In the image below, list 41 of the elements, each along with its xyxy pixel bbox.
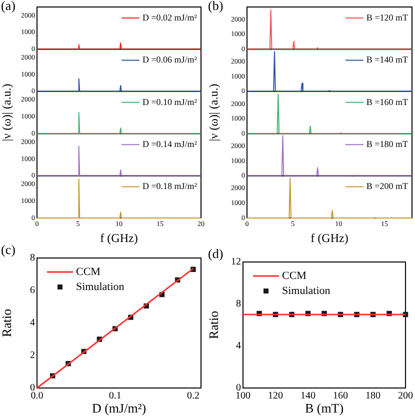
legend-label: B =160 mT bbox=[366, 96, 408, 107]
x-tick-label: 0.2 bbox=[186, 390, 200, 402]
y-axis-title: |ν (ω)| (a.u.) bbox=[0, 84, 14, 142]
legend-label: Simulation bbox=[76, 280, 125, 293]
text: (d) bbox=[208, 246, 224, 261]
x-tick-label: 120 bbox=[268, 390, 283, 402]
x-tick-label: 0.1 bbox=[108, 390, 122, 402]
legend-label: B =200 mT bbox=[366, 181, 408, 192]
legend-label: B =120 mT bbox=[366, 12, 408, 22]
legend-label: D =0.18 mJ/m² bbox=[142, 181, 198, 192]
text: (c) bbox=[1, 242, 16, 257]
legend-label: Simulation bbox=[282, 284, 331, 297]
text: (a) bbox=[1, 0, 16, 13]
legend-label: B =140 mT bbox=[366, 54, 408, 65]
legend-label: D =0.14 mJ/m² bbox=[142, 138, 198, 149]
y-tick-label: 8 bbox=[30, 252, 35, 264]
legend-label: B =180 mT bbox=[366, 138, 408, 149]
y-tick-label: 4 bbox=[30, 318, 35, 329]
x-axis-title: f (GHz) bbox=[100, 230, 138, 245]
y-axis-title: Ratio bbox=[206, 310, 222, 340]
y-tick-label: 12 bbox=[231, 256, 241, 268]
y-tick-label: 8 bbox=[236, 298, 241, 310]
x-axis-title: f (GHz) bbox=[310, 230, 348, 245]
y-tick-label: 2 bbox=[30, 350, 35, 362]
y-axis-title: Ratio bbox=[0, 308, 14, 338]
y-axis-title: |ν (ω)| (a.u.) bbox=[206, 84, 220, 142]
x-axis-title: D (mJ/m²) bbox=[92, 400, 146, 416]
legend-label: D =0.02 mJ/m² bbox=[142, 12, 198, 22]
legend-label: CCM bbox=[76, 266, 101, 278]
x-tick-label: 160 bbox=[333, 390, 348, 402]
y-tick-label: 4 bbox=[236, 340, 241, 352]
x-tick-label: 200 bbox=[398, 390, 413, 402]
x-axis-title: B (mT) bbox=[304, 400, 344, 416]
x-tick-label: 180 bbox=[366, 390, 380, 402]
x-tick-label: 140 bbox=[300, 390, 316, 402]
x-tick-label: 0.0 bbox=[30, 390, 44, 402]
legend-label: D =0.10 mJ/m² bbox=[142, 96, 198, 107]
text: (b) bbox=[208, 0, 224, 13]
y-tick-label: 6 bbox=[30, 285, 35, 296]
legend-label: CCM bbox=[282, 270, 307, 282]
legend-label: D =0.06 mJ/m² bbox=[142, 54, 198, 65]
